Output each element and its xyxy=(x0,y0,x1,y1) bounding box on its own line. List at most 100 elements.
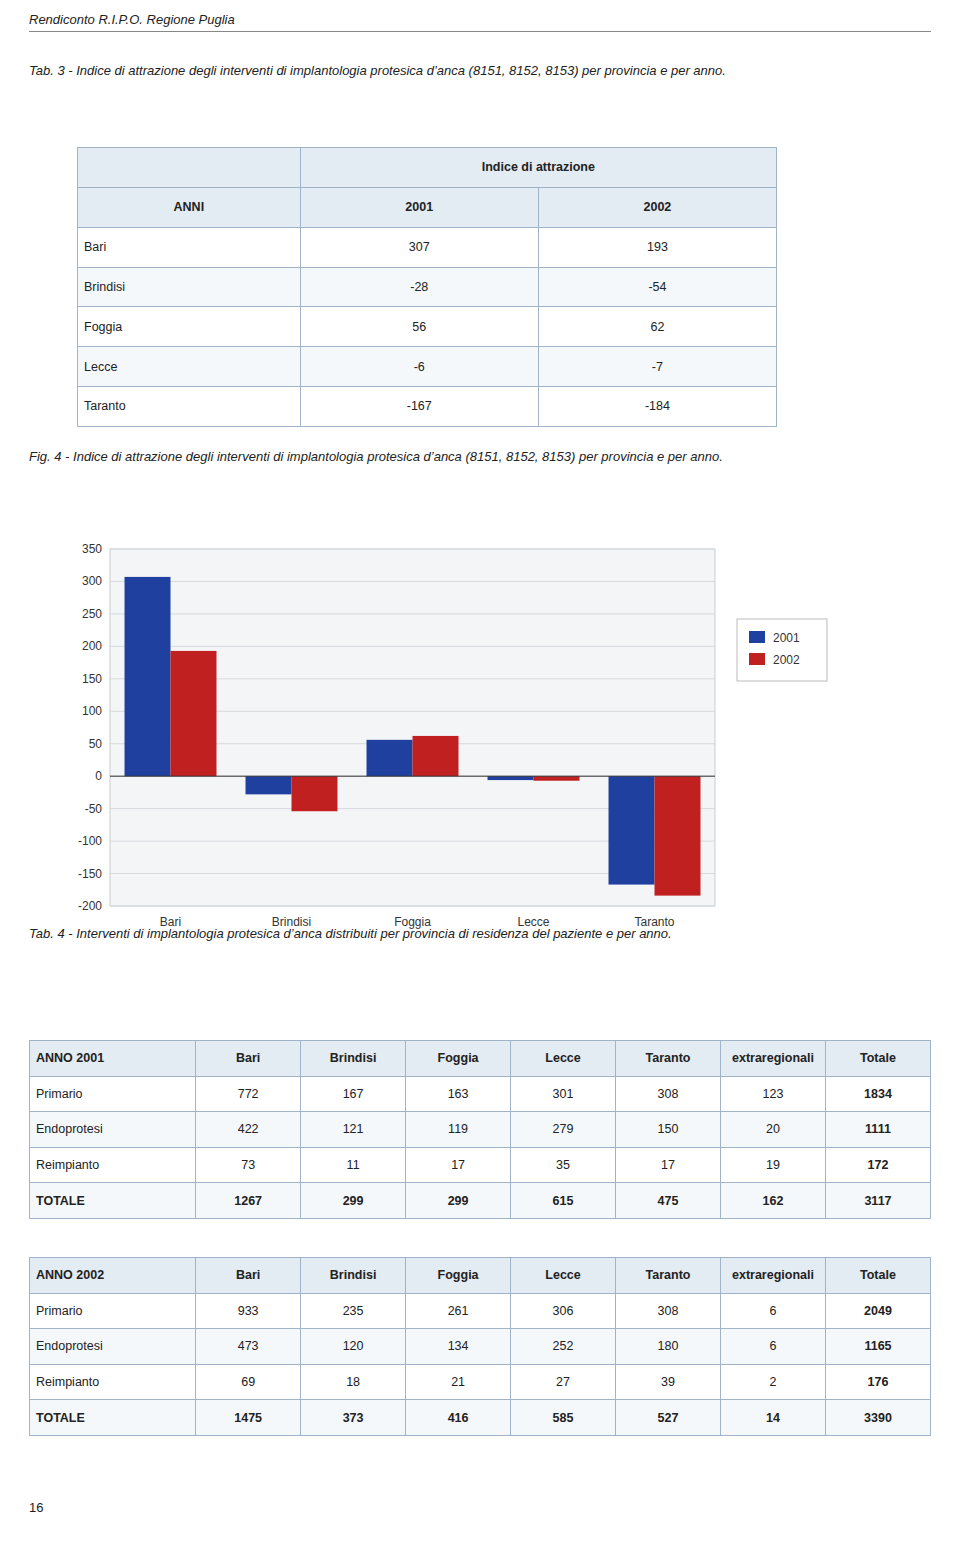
bar xyxy=(367,740,413,776)
legend-swatch xyxy=(749,653,765,665)
table-row: Brindisi-28-54 xyxy=(78,267,777,307)
table-header: extraregionali xyxy=(721,1258,826,1294)
table-cell: 475 xyxy=(616,1183,721,1219)
table-row: TOTALE1475373416585527143390 xyxy=(30,1400,931,1436)
table-row: Endoprotesi422121119279150201111 xyxy=(30,1112,931,1148)
bar xyxy=(655,776,701,895)
table-cell: 6 xyxy=(721,1293,826,1329)
table-cell: 69 xyxy=(196,1364,301,1400)
table-cell: -7 xyxy=(538,347,776,387)
table-header: ANNI xyxy=(78,187,301,227)
table-row: ANNI20012002 xyxy=(78,187,777,227)
table-header: ANNO 2002 xyxy=(30,1258,196,1294)
table-row: Foggia5662 xyxy=(78,307,777,347)
table-header: Totale xyxy=(825,1041,930,1077)
tick-label: -50 xyxy=(85,802,103,816)
table-cell: 150 xyxy=(616,1112,721,1148)
table-row: Lecce-6-7 xyxy=(78,347,777,387)
table-cell: Endoprotesi xyxy=(30,1329,196,1365)
grid-line xyxy=(110,613,715,614)
table-cell: 933 xyxy=(196,1293,301,1329)
legend-label: 2001 xyxy=(773,631,800,645)
table: ANNO 2002BariBrindisiFoggiaLecceTarantoe… xyxy=(29,1257,931,1436)
table-cell: 422 xyxy=(196,1112,301,1148)
table-header: Foggia xyxy=(406,1258,511,1294)
table-cell: 162 xyxy=(721,1183,826,1219)
table-row: Bari307193 xyxy=(78,227,777,267)
tick-label: 150 xyxy=(82,672,102,686)
table-cell: 167 xyxy=(301,1076,406,1112)
table-cell: 1834 xyxy=(825,1076,930,1112)
table-cell: -6 xyxy=(300,347,538,387)
table-cell: 176 xyxy=(825,1364,930,1400)
table-cell: 306 xyxy=(511,1293,616,1329)
tick-label: 300 xyxy=(82,574,102,588)
chart: -200-150-100-50050100150200250300350Bari… xyxy=(0,535,960,940)
bars xyxy=(125,577,701,896)
plot-area xyxy=(110,549,715,906)
table-header: 2002 xyxy=(538,187,776,227)
bar xyxy=(292,776,338,811)
tick-label: 250 xyxy=(82,607,102,621)
table-cell: 21 xyxy=(406,1364,511,1400)
table-cell: 373 xyxy=(301,1400,406,1436)
table-cell: 120 xyxy=(301,1329,406,1365)
table-cell: 1111 xyxy=(825,1112,930,1148)
table-cell: 27 xyxy=(511,1364,616,1400)
table-cell: Primario xyxy=(30,1293,196,1329)
table-cell: 19 xyxy=(721,1147,826,1183)
table-cell: 279 xyxy=(511,1112,616,1148)
table-cell: 2 xyxy=(721,1364,826,1400)
grid-line xyxy=(110,549,715,550)
table-cell: 193 xyxy=(538,227,776,267)
legend-swatch xyxy=(749,631,765,643)
table-cell: -54 xyxy=(538,267,776,307)
table-cell: 14 xyxy=(721,1400,826,1436)
bar xyxy=(171,651,217,776)
legend-box xyxy=(737,619,827,681)
table-cell: 1475 xyxy=(196,1400,301,1436)
table-cell: Reimpianto xyxy=(30,1147,196,1183)
legend: 20012002 xyxy=(737,619,827,681)
table-title: Tab. 3 - Indice di attrazione degli inte… xyxy=(29,62,931,80)
table-header: Brindisi xyxy=(301,1041,406,1077)
table-cell: -167 xyxy=(300,387,538,427)
table-cell: 416 xyxy=(406,1400,511,1436)
table-cell: 252 xyxy=(511,1329,616,1365)
table-cell: Brindisi xyxy=(78,267,301,307)
table-cell: TOTALE xyxy=(30,1183,196,1219)
table-cell: 11 xyxy=(301,1147,406,1183)
table-cell: 6 xyxy=(721,1329,826,1365)
table-cell: 62 xyxy=(538,307,776,347)
table-cell: Bari xyxy=(78,227,301,267)
table-row: Reimpianto731117351719172 xyxy=(30,1147,931,1183)
grid-line xyxy=(110,906,715,907)
table-cell: 1165 xyxy=(825,1329,930,1365)
table-cell: 615 xyxy=(511,1183,616,1219)
bar xyxy=(246,776,292,794)
table-cell: 56 xyxy=(300,307,538,347)
table-cell: 772 xyxy=(196,1076,301,1112)
zero-line xyxy=(110,776,715,777)
table-cell: 180 xyxy=(616,1329,721,1365)
table-header: Taranto xyxy=(616,1041,721,1077)
table-row: Reimpianto69182127392176 xyxy=(30,1364,931,1400)
table-row: Endoprotesi47312013425218061165 xyxy=(30,1329,931,1365)
page: Rendiconto R.I.P.O. Regione PugliaTab. 3… xyxy=(0,0,960,1552)
table-header: Foggia xyxy=(406,1041,511,1077)
table-cell: 39 xyxy=(616,1364,721,1400)
table-header: Taranto xyxy=(616,1258,721,1294)
table-row: TOTALE12672992996154751623117 xyxy=(30,1183,931,1219)
table-header: Indice di attrazione xyxy=(300,148,776,188)
table-row: ANNO 2002BariBrindisiFoggiaLecceTarantoe… xyxy=(30,1258,931,1294)
grid-line xyxy=(110,646,715,647)
table-cell: -28 xyxy=(300,267,538,307)
table-cell: 585 xyxy=(511,1400,616,1436)
table-header: ANNO 2001 xyxy=(30,1041,196,1077)
table-header: Totale xyxy=(825,1258,930,1294)
table-cell: 3390 xyxy=(825,1400,930,1436)
tick-label: 50 xyxy=(89,737,103,751)
chart-title: Fig. 4 - Indice di attrazione degli inte… xyxy=(29,448,931,466)
table-header: Bari xyxy=(196,1258,301,1294)
table-cell: 73 xyxy=(196,1147,301,1183)
